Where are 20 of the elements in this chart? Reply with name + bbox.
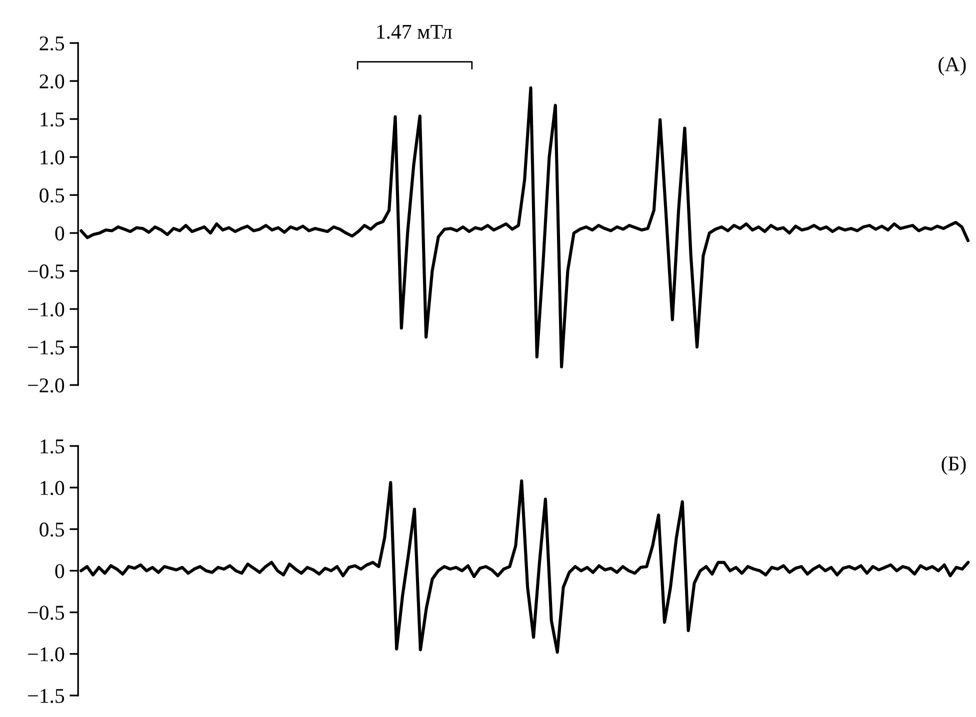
y-tick-label: 1.0 bbox=[40, 480, 64, 496]
annotation: (Б) bbox=[942, 456, 966, 475]
y-tick-label: −1.0 bbox=[28, 302, 64, 317]
y-tick-label: −1.5 bbox=[28, 340, 64, 355]
annotation: (А) bbox=[938, 56, 966, 76]
y-tick-label: 0.5 bbox=[40, 188, 64, 203]
y-tick-label: 1.0 bbox=[40, 150, 64, 165]
y-tick-label: −1.0 bbox=[28, 647, 64, 662]
y-tick-label: 0 bbox=[55, 564, 64, 578]
y-tick-label: 0.5 bbox=[40, 522, 64, 537]
y-tick-label: 1.5 bbox=[40, 112, 64, 127]
y-tick-label: −1.5 bbox=[28, 688, 64, 704]
y-tick-label: 2.5 bbox=[40, 36, 64, 51]
y-tick-label: −0.5 bbox=[28, 606, 64, 620]
y-tick-label: 1.5 bbox=[40, 439, 64, 454]
text: 1.47 мТл bbox=[377, 24, 452, 39]
y-tick-label: 0 bbox=[55, 226, 64, 240]
y-tick-label: 2.0 bbox=[40, 74, 64, 89]
y-tick-label: −0.5 bbox=[28, 264, 64, 279]
y-tick-label: −2.0 bbox=[28, 378, 64, 393]
